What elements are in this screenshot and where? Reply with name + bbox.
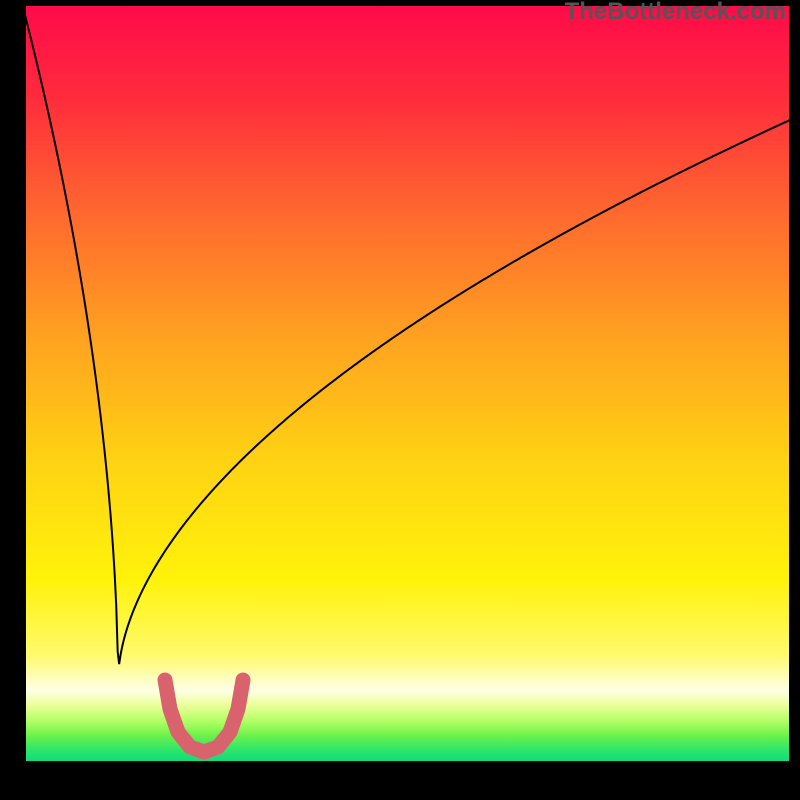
chart-stage: TheBottleneck.com [0, 0, 800, 800]
frame-bottom [0, 762, 800, 800]
frame-left [0, 0, 25, 800]
watermark-text: TheBottleneck.com [565, 0, 786, 24]
gradient-background [25, 5, 790, 762]
frame-right [790, 0, 800, 800]
chart-svg [0, 0, 800, 800]
